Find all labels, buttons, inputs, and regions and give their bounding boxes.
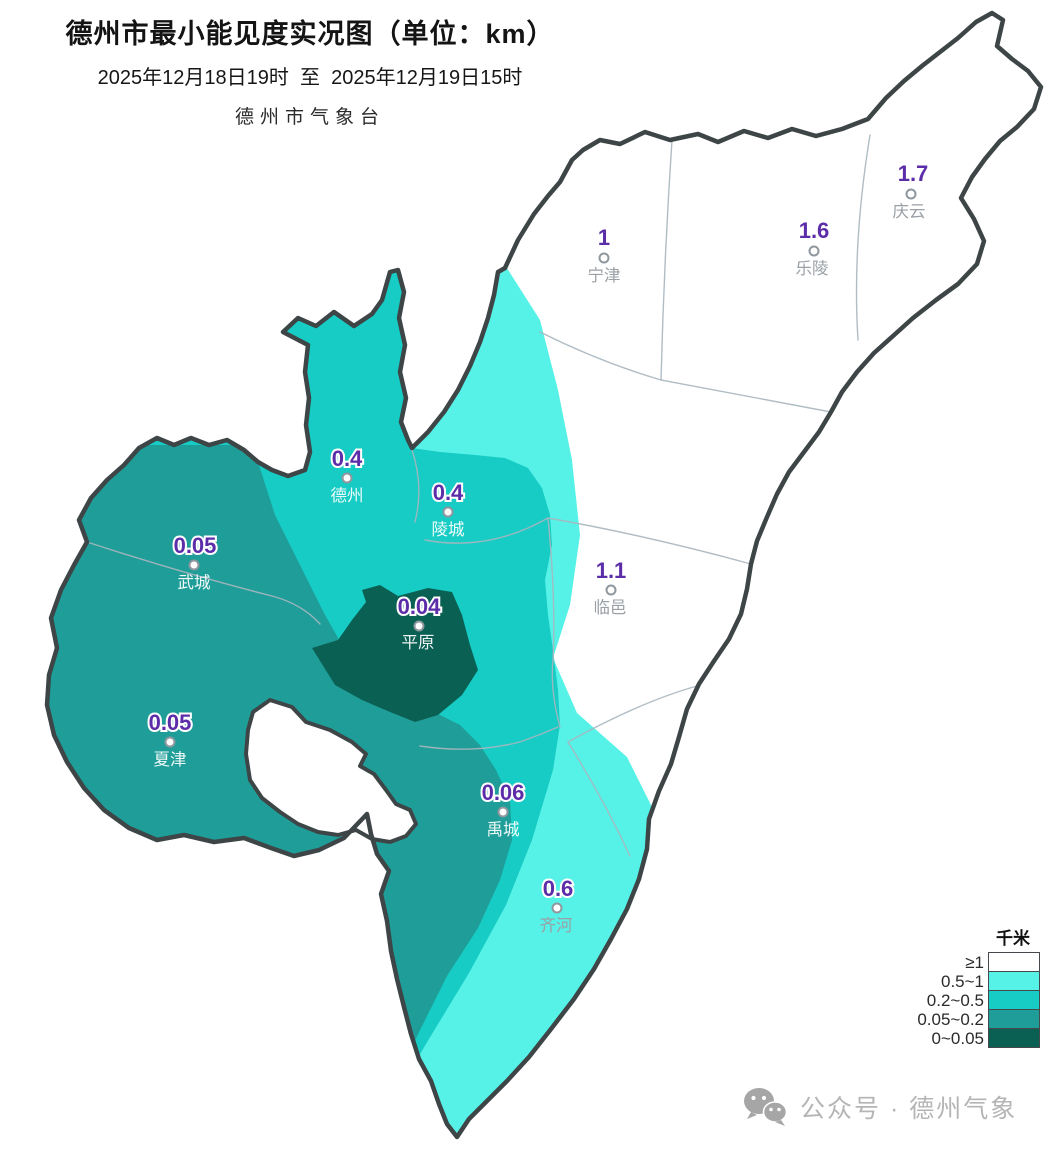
station-qingyun: 1.7 庆云 [893,159,931,221]
legend-label: 0.05~0.2 [917,1009,984,1029]
legend-swatch [988,1009,1040,1029]
station-marker [497,806,509,818]
station-linyi: 1.1 临邑 [594,556,629,617]
page-title: 德州市最小能见度实况图（单位：km） [65,19,555,49]
station-value: 0.4 [332,446,363,471]
station-name: 德州 [331,486,364,505]
legend-swatch [988,952,1040,972]
station-marker [808,245,820,257]
station-name: 庆云 [893,202,926,221]
prefecture-outline [44,10,1044,1140]
legend-item: ≥1 [917,952,1040,972]
station-wucheng: 0.05 武城 [172,531,219,592]
enclave-region [244,698,418,844]
station-lingcheng: 0.4 陵城 [431,478,466,539]
station-value: 0.05 [149,710,192,735]
station-name: 齐河 [540,916,573,935]
station-name: 乐陵 [796,259,829,278]
station-marker [598,252,610,264]
station-marker [188,559,200,571]
station-yucheng: 0.06 禹城 [480,778,527,839]
time-range: 2025年12月18日19时 至 2025年12月19日15时 [97,67,523,89]
station-marker [605,584,617,596]
agency-name: 德州市气象台 [234,106,385,128]
station-name: 夏津 [154,750,187,769]
watermark-text: 公众号 · 德州气象 [800,1095,1018,1123]
legend-swatch [988,1028,1040,1048]
legend-item: 0.2~0.5 [917,990,1040,1010]
station-pingyuan: 0.04 平原 [396,592,444,652]
station-marker [442,506,454,518]
station-qihe: 0.6 齐河 [540,874,576,935]
watermark: 公众号 · 德州气象 [742,1086,1017,1128]
station-name: 武城 [178,573,211,592]
legend-label: 0.2~0.5 [926,990,984,1010]
station-value: 0.4 [433,480,464,505]
legend-item: 0.5~1 [917,971,1040,991]
station-value: 0.04 [398,594,442,619]
band-0-005-region [312,585,478,722]
station-name: 平原 [402,634,435,652]
wechat-icon [744,1088,788,1126]
station-value: 1 [598,225,610,250]
legend: 千米 ≥1 0.5~1 0.2~0.5 0.05~0.2 0~0.05 [917,924,1040,1048]
legend-swatch [988,990,1040,1010]
station-marker [164,736,176,748]
station-marker [905,188,917,200]
station-marker [413,620,425,632]
map-header: 德州市最小能见度实况图（单位：km） 2025年12月18日19时 至 2025… [0,12,620,129]
station-value: 1.1 [596,558,627,583]
station-dezhou: 0.4 德州 [330,444,365,505]
legend-unit-label: 千米 [996,929,1030,948]
station-value: 1.7 [898,161,929,186]
station-value: 1.6 [799,218,830,243]
station-name: 宁津 [588,266,621,285]
station-name: 禹城 [487,820,520,839]
station-name: 临邑 [594,598,627,617]
county-boundaries [86,134,871,857]
station-leling: 1.6 乐陵 [796,216,832,278]
station-ningjin: 1 宁津 [588,223,621,285]
station-marker [551,902,563,914]
legend-label: 0.5~1 [940,971,984,991]
legend-label: ≥1 [965,952,984,972]
station-value: 0.6 [543,876,574,901]
station-name: 陵城 [432,520,465,539]
station-value: 0.05 [174,533,217,558]
legend-item: 0.05~0.2 [917,1009,1040,1029]
station-xiajin: 0.05 夏津 [147,708,194,769]
legend-swatch [988,971,1040,991]
station-marker [341,472,353,484]
station-value: 0.06 [482,780,525,805]
legend-label: 0~0.05 [931,1028,984,1048]
legend-item: 0~0.05 [917,1028,1040,1048]
